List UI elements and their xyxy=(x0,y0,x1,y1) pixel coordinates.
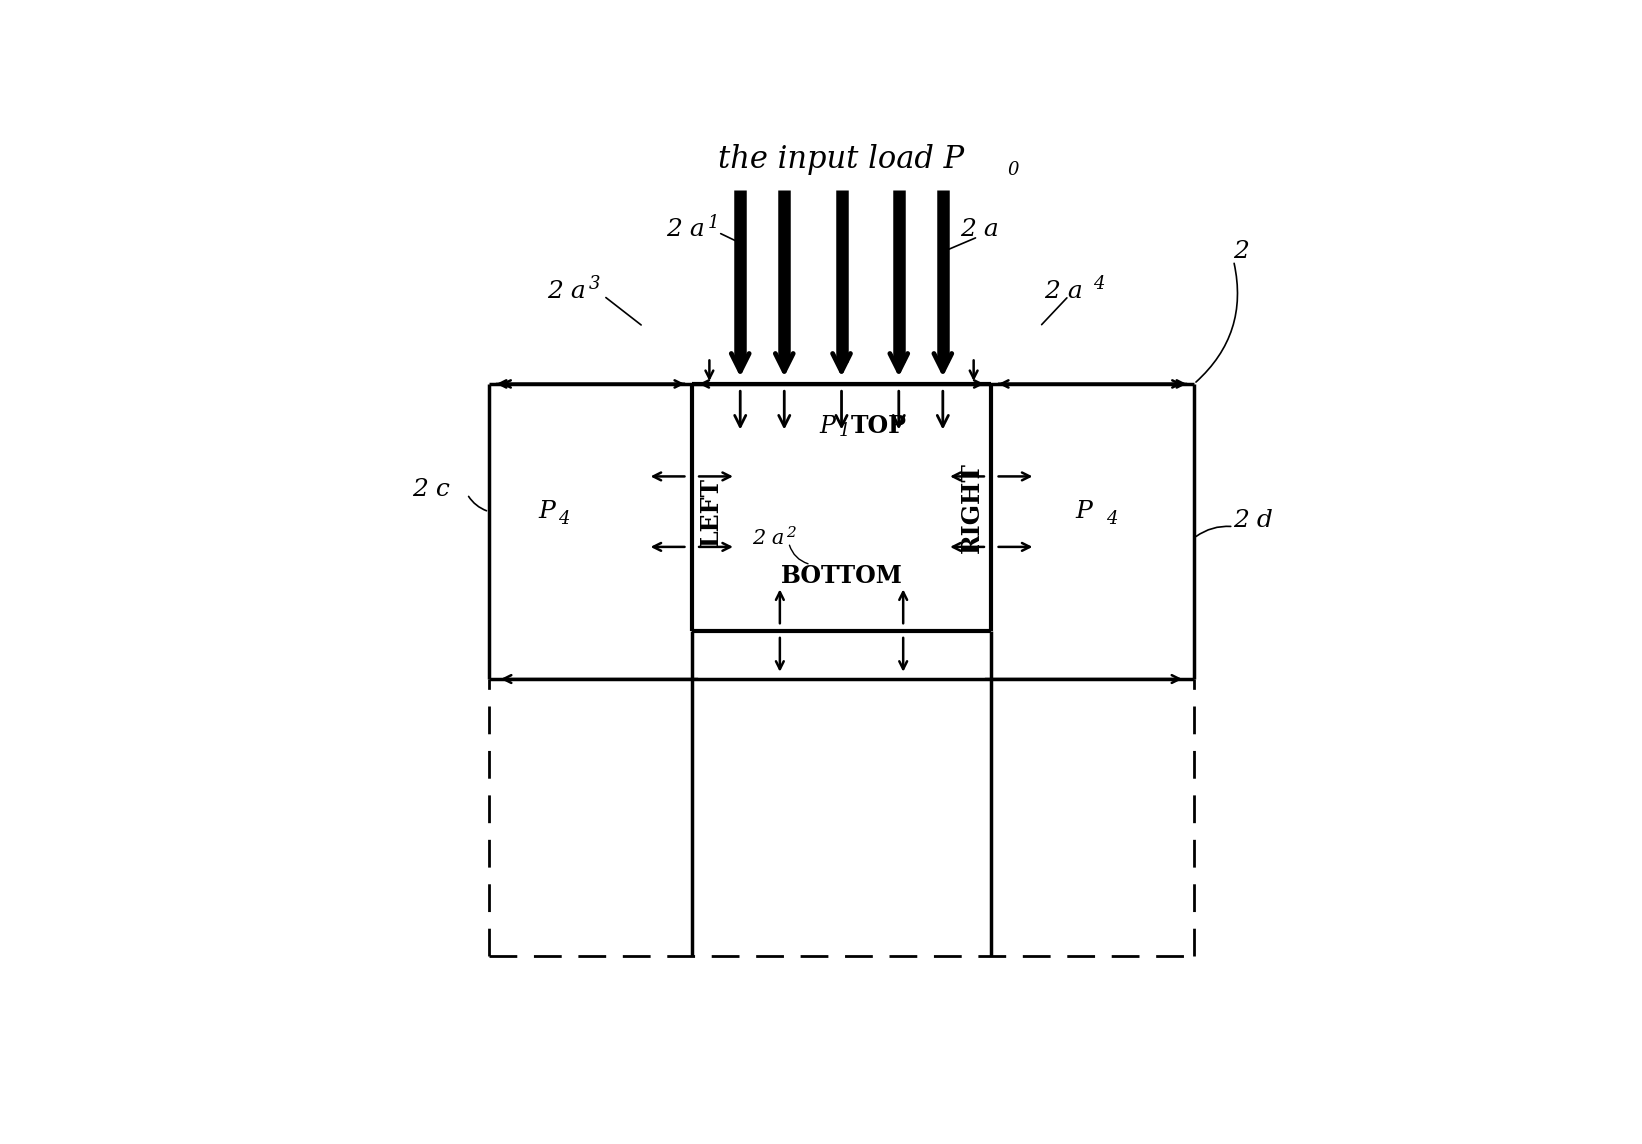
Text: P: P xyxy=(1076,500,1092,523)
Text: 2 d: 2 d xyxy=(1233,509,1274,532)
Text: 3: 3 xyxy=(589,276,601,293)
Text: TOP: TOP xyxy=(851,414,906,438)
Text: 2: 2 xyxy=(1233,240,1250,263)
Text: 0: 0 xyxy=(1007,161,1018,178)
Text: 2 a: 2 a xyxy=(667,219,704,241)
Text: RIGHT: RIGHT xyxy=(961,462,984,553)
Text: 1: 1 xyxy=(839,422,851,440)
Text: 2 a: 2 a xyxy=(547,280,586,303)
Text: 2 c: 2 c xyxy=(412,478,450,501)
Text: 2 a: 2 a xyxy=(1044,280,1082,303)
Text: 1: 1 xyxy=(708,214,719,232)
Text: 2: 2 xyxy=(787,526,796,540)
Text: 2 a: 2 a xyxy=(961,219,1000,241)
Text: BOTTOM: BOTTOM xyxy=(780,564,903,588)
Text: the input load P: the input load P xyxy=(719,144,964,175)
Text: LEFT: LEFT xyxy=(699,477,722,546)
Text: 4: 4 xyxy=(1105,510,1117,527)
Text: 4: 4 xyxy=(558,510,570,527)
Text: P: P xyxy=(819,415,836,438)
Text: 2 a: 2 a xyxy=(752,529,785,548)
Text: P: P xyxy=(539,500,555,523)
Text: 4: 4 xyxy=(1094,276,1105,293)
